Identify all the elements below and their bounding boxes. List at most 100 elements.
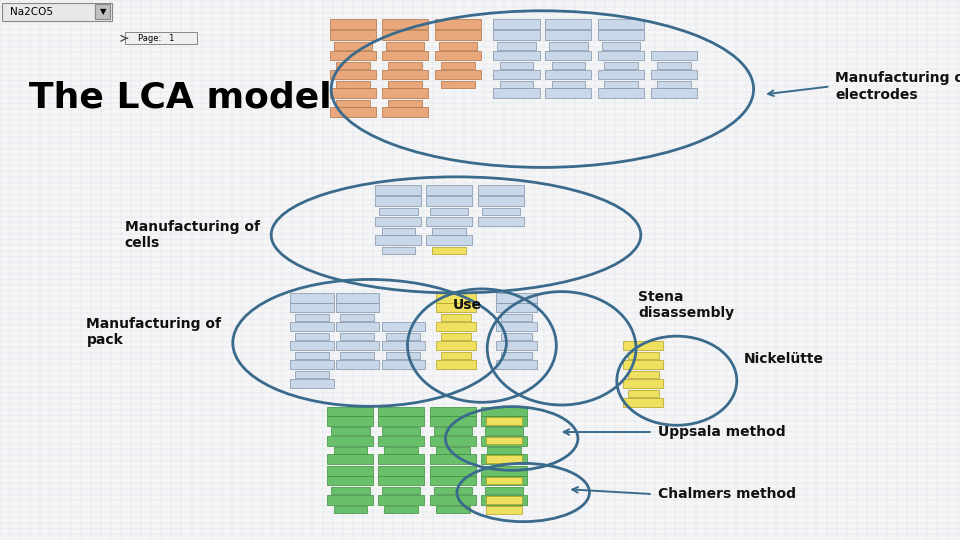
Bar bbox=[379, 208, 418, 215]
Text: ▼: ▼ bbox=[100, 8, 106, 16]
Bar bbox=[331, 427, 370, 435]
Bar bbox=[426, 185, 472, 195]
Bar bbox=[95, 4, 110, 19]
Bar bbox=[426, 196, 472, 206]
Bar bbox=[486, 437, 522, 444]
Bar bbox=[381, 360, 424, 369]
Bar bbox=[330, 107, 376, 117]
Bar bbox=[598, 30, 644, 40]
Bar bbox=[481, 407, 527, 416]
Bar bbox=[496, 293, 537, 302]
Bar bbox=[623, 341, 663, 350]
Bar bbox=[381, 246, 415, 253]
Bar bbox=[336, 360, 378, 369]
Bar bbox=[441, 352, 471, 359]
Bar bbox=[375, 185, 421, 195]
Bar bbox=[382, 88, 428, 98]
Bar bbox=[436, 507, 469, 513]
Bar bbox=[327, 495, 373, 505]
Bar bbox=[657, 62, 691, 69]
Bar bbox=[549, 42, 588, 50]
Bar bbox=[657, 81, 691, 88]
Bar bbox=[481, 436, 527, 446]
Bar bbox=[493, 30, 540, 40]
Bar bbox=[481, 416, 527, 426]
Text: Manufacturing of
electrodes: Manufacturing of electrodes bbox=[835, 71, 960, 102]
Bar bbox=[435, 51, 481, 60]
Bar bbox=[485, 487, 523, 494]
Bar bbox=[651, 51, 697, 60]
Text: Chalmers method: Chalmers method bbox=[658, 487, 796, 501]
Bar bbox=[290, 303, 334, 312]
Bar bbox=[375, 217, 421, 226]
Bar bbox=[381, 228, 415, 234]
Bar bbox=[436, 322, 476, 331]
Bar bbox=[327, 466, 373, 476]
Bar bbox=[382, 19, 428, 29]
Bar bbox=[551, 62, 586, 69]
Bar bbox=[327, 416, 373, 426]
Bar bbox=[500, 81, 534, 88]
Bar bbox=[290, 360, 334, 369]
Text: Stena
disassembly: Stena disassembly bbox=[638, 290, 734, 320]
Bar bbox=[334, 447, 367, 454]
Bar bbox=[2, 3, 112, 21]
Bar bbox=[496, 341, 537, 350]
Bar bbox=[430, 407, 476, 416]
Bar bbox=[125, 32, 197, 44]
Bar bbox=[545, 51, 591, 60]
Bar bbox=[432, 246, 467, 253]
Bar bbox=[330, 19, 376, 29]
Text: Manufacturing of
pack: Manufacturing of pack bbox=[86, 317, 222, 347]
Bar bbox=[430, 495, 476, 505]
Bar bbox=[426, 217, 472, 226]
Bar bbox=[497, 42, 536, 50]
Bar bbox=[296, 352, 328, 359]
Bar bbox=[430, 436, 476, 446]
Bar bbox=[378, 466, 424, 476]
Bar bbox=[436, 341, 476, 350]
Bar bbox=[496, 303, 537, 312]
Bar bbox=[290, 293, 334, 302]
Bar bbox=[551, 81, 586, 88]
Bar bbox=[327, 407, 373, 416]
Bar bbox=[378, 436, 424, 446]
Bar bbox=[651, 88, 697, 98]
Bar bbox=[436, 360, 476, 369]
Bar bbox=[486, 417, 522, 425]
Bar bbox=[430, 208, 468, 215]
Bar bbox=[628, 390, 659, 396]
Bar bbox=[478, 217, 524, 226]
Bar bbox=[327, 436, 373, 446]
Bar bbox=[375, 235, 421, 245]
Bar bbox=[388, 81, 422, 88]
Bar bbox=[485, 427, 523, 435]
Bar bbox=[296, 370, 328, 378]
Bar bbox=[378, 416, 424, 426]
Bar bbox=[386, 352, 420, 359]
Bar bbox=[336, 62, 370, 69]
Text: Use: Use bbox=[453, 298, 482, 312]
Bar bbox=[493, 51, 540, 60]
Bar bbox=[496, 322, 537, 331]
Bar bbox=[481, 476, 527, 485]
Bar bbox=[486, 477, 522, 484]
Bar bbox=[336, 81, 370, 88]
Bar bbox=[382, 30, 428, 40]
Bar bbox=[384, 447, 419, 454]
Bar bbox=[340, 352, 373, 359]
Bar bbox=[331, 487, 370, 494]
Bar bbox=[432, 228, 467, 234]
Bar bbox=[382, 427, 420, 435]
Bar bbox=[430, 416, 476, 426]
Bar bbox=[478, 196, 524, 206]
Bar bbox=[381, 341, 424, 350]
Bar bbox=[382, 487, 420, 494]
Bar bbox=[330, 30, 376, 40]
Bar bbox=[334, 42, 372, 50]
Bar bbox=[330, 70, 376, 79]
Bar bbox=[488, 507, 521, 513]
Bar bbox=[296, 314, 328, 321]
Bar bbox=[336, 322, 378, 331]
Bar bbox=[481, 466, 527, 476]
